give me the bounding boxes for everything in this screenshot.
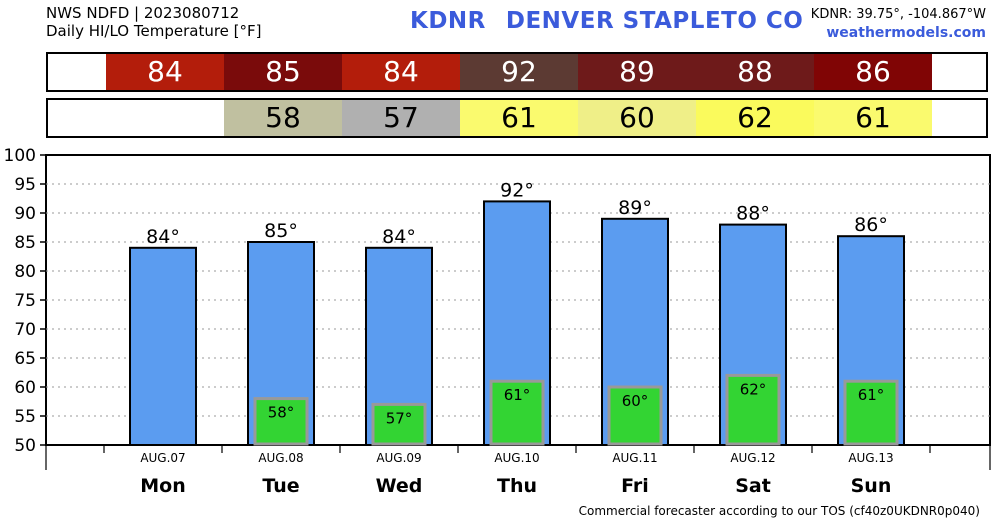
y-tick-label: 60 (14, 378, 36, 398)
low-temp-label: 58° (268, 404, 295, 422)
high-temp-label: 88° (736, 203, 770, 225)
y-tick-label: 100 (4, 146, 36, 166)
day-label: Tue (262, 475, 299, 497)
low-temp-label: 62° (740, 380, 767, 398)
day-label: Sun (851, 475, 892, 497)
product-line: NWS NDFD | 2023080712 (46, 4, 240, 22)
low-temp-cell: 61 (460, 100, 578, 136)
day-label: Sat (735, 475, 771, 497)
low-temp-bar (607, 385, 663, 446)
date-label: AUG.12 (730, 451, 775, 465)
high-temp-strip: 84 85 84 92 89 88 86 (46, 52, 988, 92)
y-tick-label: 65 (14, 349, 36, 369)
day-label: Mon (140, 475, 186, 497)
low-temp-bar (725, 373, 781, 446)
low-temp-cell: 62 (696, 100, 814, 136)
y-tick-label: 50 (14, 436, 36, 456)
variable-line: Daily HI/LO Temperature [°F] (46, 22, 262, 40)
footer-note: Commercial forecaster according to our T… (578, 504, 980, 518)
day-label: Fri (621, 475, 649, 497)
low-temp-bar (371, 402, 427, 446)
date-label: AUG.08 (258, 451, 303, 465)
low-temp-label: 61° (858, 386, 885, 404)
low-temp-cell: 57 (342, 100, 460, 136)
date-label: AUG.11 (612, 451, 657, 465)
low-temp-label: 57° (386, 409, 413, 427)
day-label: Thu (497, 475, 537, 497)
date-label: AUG.13 (848, 451, 893, 465)
station-name: DENVER STAPLETO CO (505, 8, 804, 34)
station-title: KDNR DENVER STAPLETO CO (410, 8, 803, 34)
y-tick-label: 55 (14, 407, 36, 427)
high-temp-cell: 85 (224, 54, 342, 90)
y-tick-label: 70 (14, 320, 36, 340)
low-temp-bar (253, 397, 309, 446)
site-link[interactable]: weathermodels.com (826, 25, 986, 41)
high-temp-bar (129, 246, 197, 446)
high-temp-cell: 84 (106, 54, 224, 90)
low-temp-label: 60° (622, 392, 649, 410)
day-label: Wed (376, 475, 423, 497)
high-temp-cell: 89 (578, 54, 696, 90)
low-temp-cell (106, 100, 224, 136)
low-temp-cell: 61 (814, 100, 932, 136)
high-temp-label: 84° (382, 226, 416, 248)
header-right: KDNR: 39.75°, -104.867°W weathermodels.c… (811, 6, 986, 42)
low-temp-strip: 58 57 61 60 62 61 (46, 98, 988, 138)
high-temp-label: 84° (146, 226, 180, 248)
high-temp-cell: 86 (814, 54, 932, 90)
low-temp-label: 61° (504, 386, 531, 404)
header-left: NWS NDFD | 2023080712 Daily HI/LO Temper… (46, 4, 262, 40)
y-tick-label: 90 (14, 204, 36, 224)
date-label: AUG.09 (376, 451, 421, 465)
y-tick-label: 75 (14, 291, 36, 311)
high-temp-label: 86° (854, 214, 888, 236)
y-tick-label: 85 (14, 233, 36, 253)
low-temp-cell: 60 (578, 100, 696, 136)
low-temp-cell: 58 (224, 100, 342, 136)
high-temp-cell: 88 (696, 54, 814, 90)
date-label: AUG.10 (494, 451, 539, 465)
y-tick-label: 80 (14, 262, 36, 282)
y-tick-label: 95 (14, 175, 36, 195)
date-label: AUG.07 (140, 451, 185, 465)
low-temp-bar (489, 379, 545, 446)
high-temp-label: 89° (618, 197, 652, 219)
station-id: KDNR (410, 8, 486, 34)
high-temp-cell: 92 (460, 54, 578, 90)
high-temp-label: 85° (264, 220, 298, 242)
station-coords: KDNR: 39.75°, -104.867°W (810, 7, 986, 22)
high-temp-cell: 84 (342, 54, 460, 90)
high-temp-label: 92° (500, 179, 534, 201)
low-temp-bar (843, 379, 899, 446)
